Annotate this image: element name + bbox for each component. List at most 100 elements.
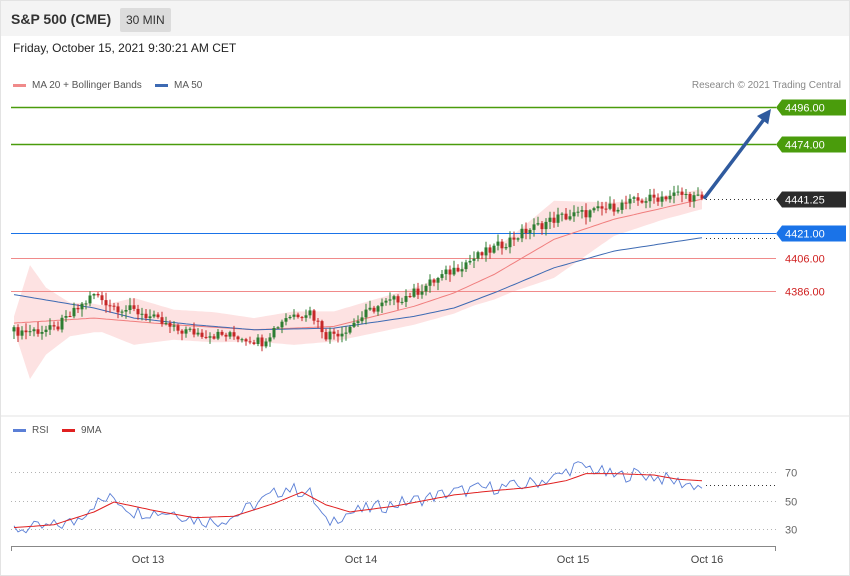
candle-body bbox=[560, 213, 564, 215]
candle-body bbox=[556, 214, 560, 223]
candle-body bbox=[332, 331, 336, 334]
candle-body bbox=[92, 294, 96, 296]
candle-body bbox=[624, 202, 628, 204]
candle-body bbox=[84, 303, 88, 305]
rsi-line bbox=[13, 461, 703, 534]
legend-ma50-label: MA 50 bbox=[174, 80, 203, 91]
candle-body bbox=[688, 194, 692, 202]
candle-body bbox=[160, 317, 164, 324]
candle-body bbox=[632, 197, 636, 199]
candle-body bbox=[368, 307, 372, 310]
legend-rsi-ma-label: 9MA bbox=[81, 425, 102, 436]
candle-body bbox=[592, 208, 596, 211]
candle-body bbox=[324, 332, 328, 340]
candle-body bbox=[56, 326, 60, 330]
candle-body bbox=[52, 325, 56, 327]
candle-body bbox=[480, 252, 484, 256]
candle-body bbox=[512, 237, 516, 240]
candle-body bbox=[468, 260, 472, 263]
level-label-4474.00: 4474.00 bbox=[785, 140, 825, 152]
candle-body bbox=[424, 285, 428, 292]
candle-body bbox=[388, 299, 392, 301]
candle-body bbox=[244, 339, 248, 342]
rsi-ma-line bbox=[13, 473, 703, 529]
candle-body bbox=[64, 316, 68, 318]
rsi-tick-label: 30 bbox=[785, 525, 797, 537]
timeframe-badge[interactable]: 30 MIN bbox=[120, 8, 171, 32]
candle-body bbox=[120, 311, 124, 313]
candle-body bbox=[192, 328, 196, 335]
candle-body bbox=[464, 262, 468, 270]
candle-body bbox=[500, 241, 504, 249]
candle-body bbox=[460, 269, 464, 272]
candle-body bbox=[236, 336, 240, 340]
candle-body bbox=[100, 295, 104, 301]
legend-rsi-label: RSI bbox=[32, 425, 49, 436]
candle-body bbox=[400, 301, 404, 303]
candle-body bbox=[544, 221, 548, 230]
candle-body bbox=[32, 329, 36, 332]
candle-body bbox=[408, 296, 412, 297]
candle-body bbox=[448, 269, 452, 275]
candle-body bbox=[220, 331, 224, 335]
candle-body bbox=[504, 247, 508, 249]
legend-rsi-ma: 9MA bbox=[62, 425, 102, 436]
candle-body bbox=[44, 329, 48, 332]
candle-body bbox=[488, 247, 492, 253]
candle-body bbox=[600, 206, 604, 209]
candle-body bbox=[80, 303, 84, 310]
candle-body bbox=[308, 310, 312, 316]
candle-body bbox=[208, 336, 212, 338]
candle-body bbox=[216, 331, 220, 339]
candle-body bbox=[252, 342, 256, 344]
candle-body bbox=[580, 210, 584, 212]
candle-body bbox=[292, 314, 296, 317]
candle-body bbox=[340, 333, 344, 337]
candle-body bbox=[628, 198, 632, 204]
candle-body bbox=[384, 300, 388, 303]
candle-body bbox=[636, 197, 640, 201]
candle-body bbox=[396, 296, 400, 303]
candle-body bbox=[188, 328, 192, 330]
candle-body bbox=[696, 194, 700, 196]
candle-body bbox=[124, 310, 128, 312]
candle-body bbox=[508, 237, 512, 248]
candle-body bbox=[228, 332, 232, 337]
candle-body bbox=[428, 279, 432, 286]
candle-body bbox=[492, 245, 496, 253]
candle-body bbox=[40, 332, 44, 334]
candle-body bbox=[416, 288, 420, 295]
legend-rsi: RSI bbox=[13, 425, 49, 436]
candle-body bbox=[96, 294, 100, 296]
candle-body bbox=[12, 327, 16, 332]
candle-body bbox=[280, 321, 284, 328]
candle-body bbox=[432, 279, 436, 283]
candle-body bbox=[140, 313, 144, 315]
candle-body bbox=[164, 322, 168, 324]
candle-body bbox=[200, 332, 204, 337]
candle-body bbox=[528, 229, 532, 234]
candle-body bbox=[352, 322, 356, 327]
candle-body bbox=[700, 194, 704, 199]
candle-body bbox=[652, 194, 656, 198]
candle-body bbox=[536, 223, 540, 225]
candle-body bbox=[312, 310, 316, 321]
candle-body bbox=[184, 329, 188, 334]
candle-body bbox=[288, 316, 292, 319]
ma20-swatch bbox=[13, 83, 26, 87]
candle-body bbox=[300, 317, 304, 319]
candle-body bbox=[356, 321, 360, 323]
projection-arrowhead bbox=[757, 109, 771, 125]
candle-body bbox=[568, 216, 572, 220]
candle-body bbox=[20, 330, 24, 336]
candle-body bbox=[272, 328, 276, 338]
candle-body bbox=[108, 305, 112, 307]
candle-body bbox=[248, 341, 252, 343]
candle-body bbox=[36, 329, 40, 334]
candle-body bbox=[240, 339, 244, 341]
candle-body bbox=[24, 330, 28, 333]
candle-body bbox=[344, 332, 348, 334]
symbol-title: S&P 500 (CME) bbox=[11, 11, 112, 27]
candle-body bbox=[88, 295, 92, 304]
